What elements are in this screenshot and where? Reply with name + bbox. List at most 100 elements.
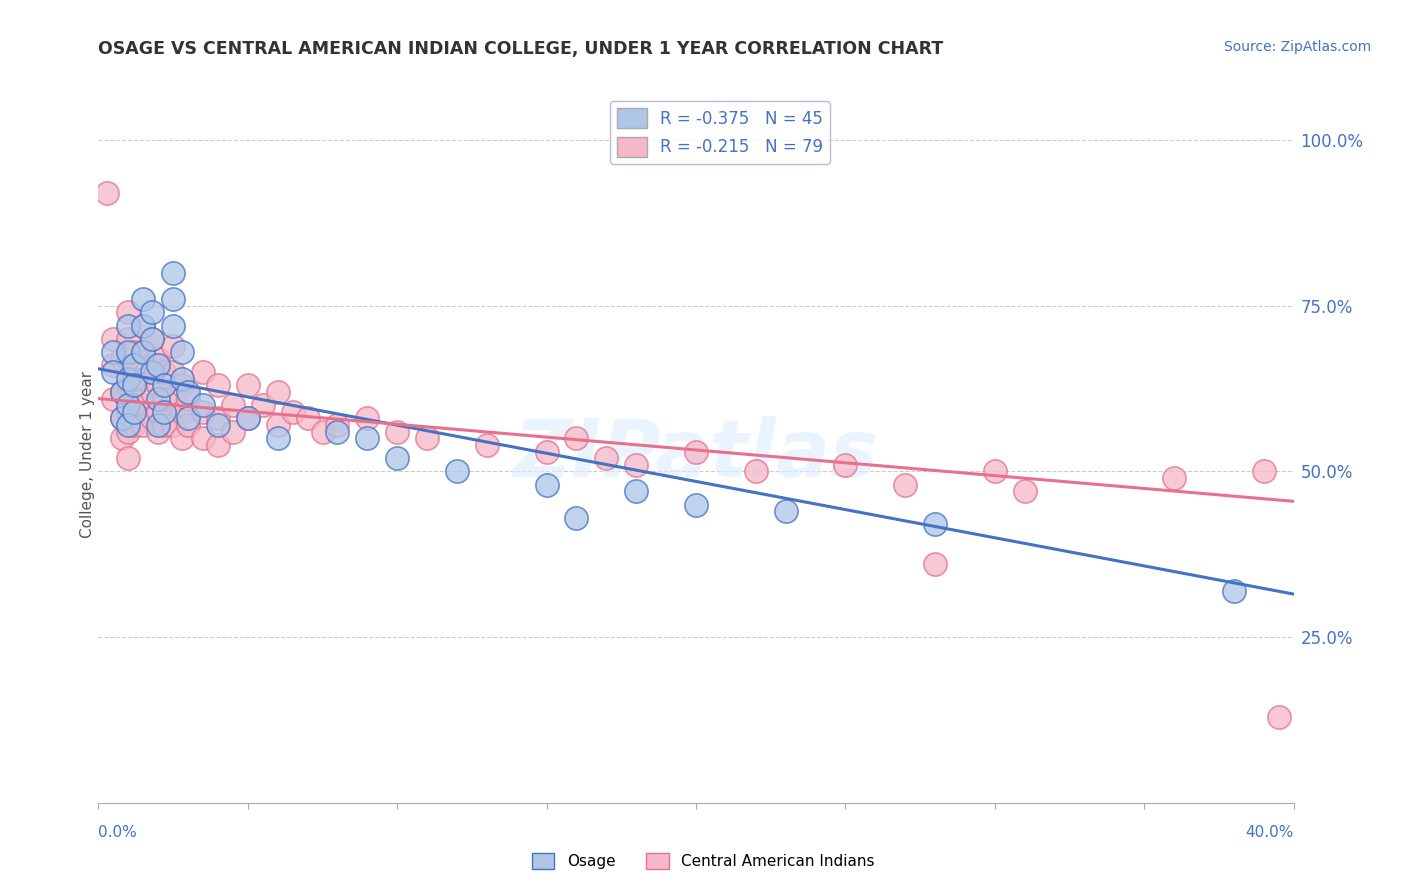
Point [117, 405, 139, 419]
Point [153, 378, 176, 392]
Point [132, 418, 155, 433]
Point [297, 411, 319, 425]
Point [153, 418, 176, 433]
Point [536, 477, 558, 491]
Point [356, 431, 378, 445]
Text: OSAGE VS CENTRAL AMERICAN INDIAN COLLEGE, UNDER 1 YEAR CORRELATION CHART: OSAGE VS CENTRAL AMERICAN INDIAN COLLEGE… [98, 40, 943, 58]
Point [141, 384, 163, 399]
Point [132, 292, 155, 306]
Point [281, 405, 304, 419]
Text: Source: ZipAtlas.com: Source: ZipAtlas.com [1223, 40, 1371, 54]
Point [117, 398, 139, 412]
Point [162, 318, 184, 333]
Point [117, 345, 139, 359]
Point [148, 378, 170, 392]
Point [191, 431, 214, 445]
Point [148, 405, 170, 419]
Point [172, 378, 194, 392]
Point [96, 186, 118, 201]
Point [132, 372, 155, 386]
Point [177, 384, 200, 399]
Point [1267, 709, 1289, 723]
Point [924, 558, 946, 572]
Point [626, 458, 648, 472]
Point [207, 411, 229, 425]
Point [153, 365, 176, 379]
Point [252, 398, 274, 412]
Point [536, 444, 558, 458]
Point [132, 318, 155, 333]
Point [124, 378, 146, 392]
Point [685, 444, 707, 458]
Point [117, 372, 139, 386]
Point [177, 418, 200, 433]
Point [626, 484, 648, 499]
Point [207, 438, 229, 452]
Point [416, 431, 439, 445]
Point [207, 418, 229, 433]
Y-axis label: College, Under 1 year: College, Under 1 year [80, 371, 94, 539]
Point [475, 438, 498, 452]
Point [111, 411, 134, 425]
Point [311, 425, 333, 439]
Point [153, 405, 176, 419]
Point [117, 418, 139, 433]
Point [117, 351, 139, 366]
Point [141, 332, 163, 346]
Point [172, 372, 194, 386]
Point [356, 411, 378, 425]
Point [117, 425, 139, 439]
Point [162, 392, 184, 406]
Point [222, 425, 245, 439]
Point [124, 418, 146, 433]
Point [385, 451, 409, 466]
Point [565, 511, 588, 525]
Point [103, 345, 125, 359]
Point [222, 398, 245, 412]
Legend: Osage, Central American Indians: Osage, Central American Indians [526, 847, 880, 875]
Point [141, 305, 163, 319]
Point [446, 465, 468, 479]
Point [191, 405, 214, 419]
Point [111, 411, 134, 425]
Point [103, 392, 125, 406]
Point [111, 351, 134, 366]
Point [132, 398, 155, 412]
Point [148, 418, 170, 433]
Point [124, 345, 146, 359]
Point [267, 431, 290, 445]
Point [894, 477, 917, 491]
Point [236, 378, 259, 392]
Point [172, 405, 194, 419]
Point [124, 398, 146, 412]
Text: ZIPatlas: ZIPatlas [513, 416, 879, 494]
Point [124, 359, 146, 373]
Point [385, 425, 409, 439]
Point [111, 431, 134, 445]
Point [924, 517, 946, 532]
Point [236, 411, 259, 425]
Point [984, 465, 1007, 479]
Point [1014, 484, 1036, 499]
Point [162, 418, 184, 433]
Point [103, 359, 125, 373]
Point [1163, 471, 1185, 485]
Point [326, 418, 349, 433]
Point [148, 425, 170, 439]
Point [191, 398, 214, 412]
Point [177, 392, 200, 406]
Point [148, 351, 170, 366]
Point [172, 431, 194, 445]
Point [148, 359, 170, 373]
Point [1223, 583, 1246, 598]
Text: 0.0%: 0.0% [98, 825, 138, 840]
Point [177, 411, 200, 425]
Point [162, 338, 184, 352]
Point [111, 384, 134, 399]
Point [565, 431, 588, 445]
Legend: R = -0.375   N = 45, R = -0.215   N = 79: R = -0.375 N = 45, R = -0.215 N = 79 [610, 102, 830, 164]
Point [745, 465, 768, 479]
Point [834, 458, 856, 472]
Point [775, 504, 797, 518]
Point [236, 411, 259, 425]
